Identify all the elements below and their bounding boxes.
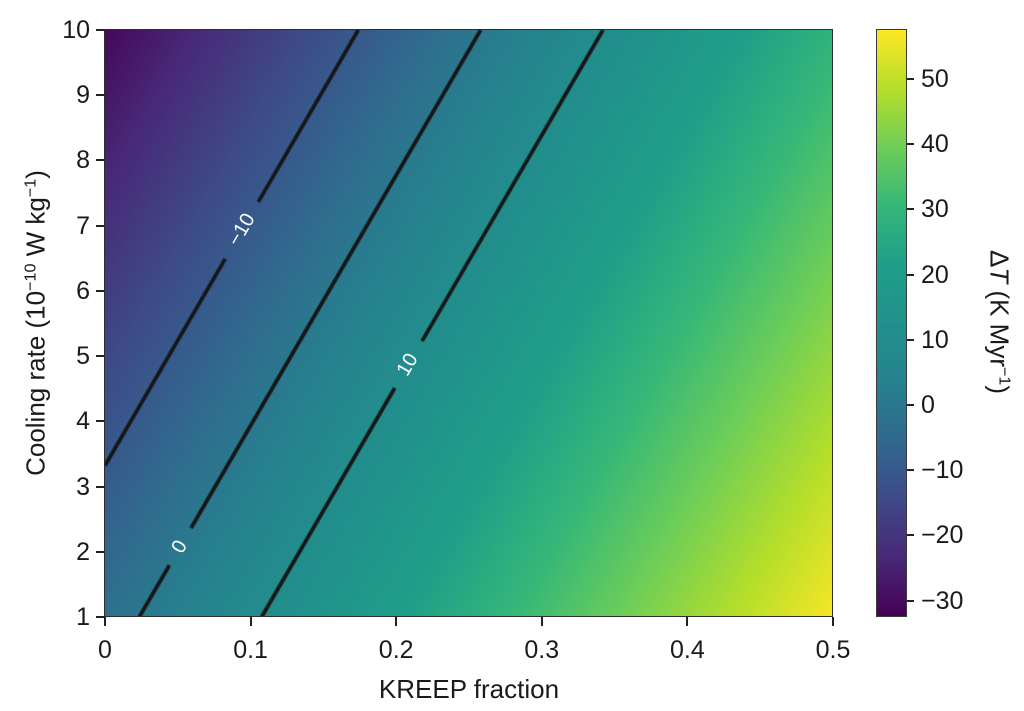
x-axis-label: KREEP fraction <box>378 674 560 704</box>
colorbar-tick <box>907 599 914 602</box>
y-tick <box>96 485 105 488</box>
colorbar-tick <box>907 273 914 276</box>
colorbar-tick-label: 40 <box>921 130 949 159</box>
y-tick <box>96 289 105 292</box>
x-tick <box>104 617 106 626</box>
y-tick-label: 2 <box>76 537 90 566</box>
x-tick-label: 0.4 <box>670 636 705 664</box>
x-tick <box>249 617 252 626</box>
y-axis-label-text: Cooling rate (10 <box>20 290 51 476</box>
colorbar-label-units: (K Myr <box>984 283 1015 367</box>
colorbar-label: ΔT (K Myr−1) <box>984 250 1015 394</box>
colorbar-tick-label: −20 <box>921 521 964 550</box>
colorbar-tick <box>907 338 914 341</box>
y-tick-label: 8 <box>76 146 90 175</box>
colorbar-tick <box>907 143 914 146</box>
colorbar-tick <box>907 77 914 80</box>
colorbar-tick <box>907 404 914 407</box>
colorbar-tick-label: 30 <box>921 195 949 224</box>
colorbar-tick-label: −10 <box>921 456 964 485</box>
y-axis-label-units: W kg <box>20 197 51 264</box>
y-tick <box>96 420 105 423</box>
y-tick-label: 7 <box>76 211 90 240</box>
colorbar-label-close: ) <box>984 385 1015 395</box>
colorbar-canvas <box>877 30 907 617</box>
y-tick <box>96 355 105 358</box>
heatmap-canvas <box>105 30 833 617</box>
y-tick <box>96 224 105 227</box>
x-tick <box>832 617 834 626</box>
x-tick-label: 0.3 <box>524 636 560 664</box>
colorbar-label-superscript: −1 <box>995 366 1014 386</box>
colorbar-tick-label: −30 <box>921 586 964 615</box>
y-tick <box>96 29 105 31</box>
y-axis-label: Cooling rate (10−10 W kg−1) <box>21 170 52 476</box>
colorbar-tick-label: 10 <box>921 325 949 354</box>
x-tick <box>686 617 689 626</box>
y-tick-label: 4 <box>76 407 90 436</box>
y-tick-label: 10 <box>62 16 90 44</box>
y-tick <box>96 550 105 553</box>
x-tick-label: 0.5 <box>815 636 851 664</box>
y-tick <box>96 616 105 618</box>
colorbar-tick-label: 20 <box>921 260 949 289</box>
colorbar-tick <box>907 534 914 537</box>
colorbar-label-T: T <box>984 267 1015 284</box>
y-axis-label-superscript: −10 <box>21 263 40 291</box>
x-tick-label: 0.2 <box>378 636 414 664</box>
y-axis-label-close: ) <box>20 170 51 179</box>
colorbar-tick-label: 0 <box>921 391 935 420</box>
y-axis-label-superscript-2: −1 <box>21 178 40 198</box>
y-tick-label: 6 <box>76 276 90 305</box>
x-tick-label: 0 <box>98 636 112 664</box>
colorbar-label-delta: Δ <box>984 249 1015 268</box>
colorbar-tick-label: 50 <box>921 64 949 93</box>
colorbar-tick <box>907 469 914 472</box>
y-tick <box>96 159 105 162</box>
x-tick <box>395 617 398 626</box>
y-tick-label: 1 <box>76 603 90 631</box>
x-tick <box>540 617 543 626</box>
x-tick-label: 0.1 <box>233 636 268 664</box>
y-tick-label: 5 <box>76 342 90 371</box>
y-tick-label: 9 <box>76 81 90 110</box>
colorbar-tick <box>907 208 914 211</box>
y-tick <box>96 94 105 97</box>
y-tick-label: 3 <box>76 472 90 501</box>
